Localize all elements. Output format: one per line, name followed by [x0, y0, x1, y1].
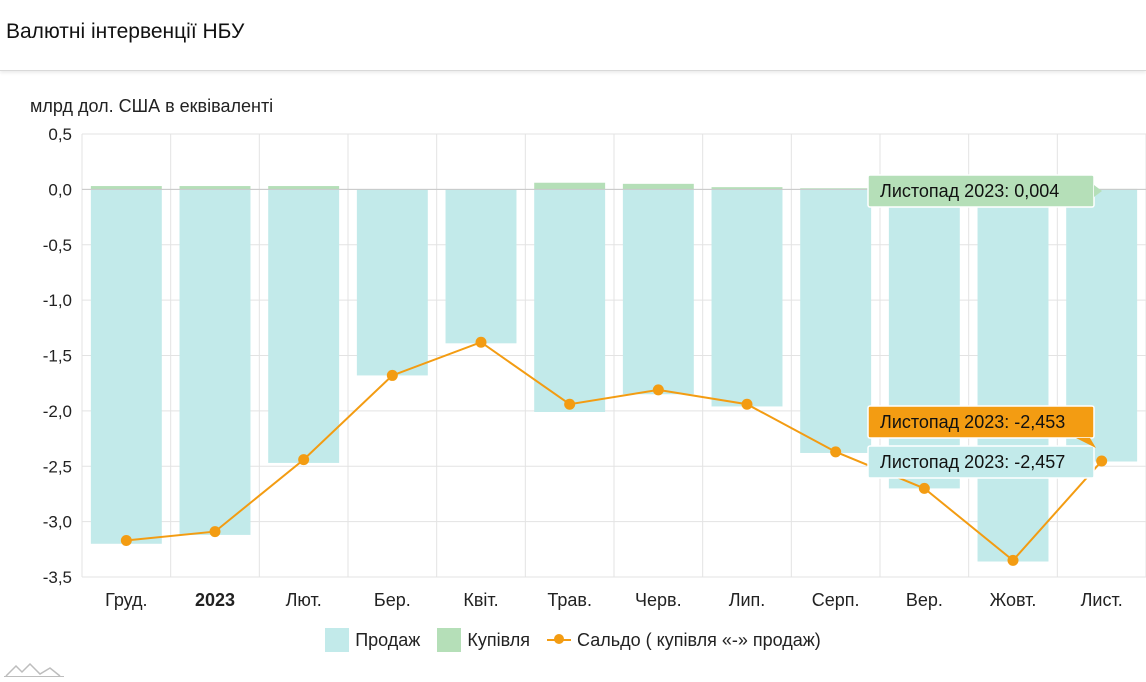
bar-purchases: [179, 186, 251, 190]
balance-point: [652, 384, 664, 396]
legend-item-sales[interactable]: Продаж: [325, 628, 420, 652]
tooltip-text: Листопад 2023: -2,453: [880, 412, 1065, 432]
balance-point: [475, 336, 487, 348]
balance-point: [209, 526, 221, 538]
balance-line: [126, 341, 1103, 562]
legend-label-balance: Сальдо ( купівля «-» продаж): [577, 629, 821, 650]
y-tick-label: 0,5: [48, 125, 72, 144]
legend-item-purchases[interactable]: Купівля: [437, 628, 530, 652]
bar-sales: [356, 189, 428, 376]
x-tick-label: Трав.: [547, 590, 592, 610]
legend-swatch-sales: [325, 628, 350, 652]
y-tick-label: -2,0: [43, 402, 72, 421]
legend-swatch-balance: [547, 628, 572, 652]
header-bar: Валютні інтервенції НБУ: [0, 0, 1146, 71]
legend-swatch-purchases: [437, 628, 462, 652]
y-tick-label: 0,0: [48, 180, 72, 199]
tooltip-box: [867, 445, 1095, 479]
bar-purchases: [711, 187, 783, 190]
balance-point: [830, 446, 842, 458]
y-axis-unit-label: млрд дол. США в еквіваленті: [30, 96, 274, 116]
x-tick-label: Груд.: [105, 590, 147, 610]
balance-point: [1007, 554, 1019, 566]
legend-label-purchases: Купівля: [467, 629, 530, 650]
bar-purchases: [800, 188, 872, 190]
tooltip-pointer: [1094, 185, 1102, 197]
x-tick-label: Лип.: [729, 590, 766, 610]
x-tick-label: Черв.: [635, 590, 682, 610]
balance-point: [1096, 455, 1108, 467]
y-tick-label: -3,0: [43, 513, 72, 532]
balance-point: [298, 454, 310, 466]
balance-point: [741, 398, 753, 410]
x-tick-label: Жовт.: [990, 590, 1037, 610]
x-tick-label: Серп.: [812, 590, 860, 610]
y-tick-label: -1,5: [43, 347, 72, 366]
balance-point: [918, 482, 930, 494]
tooltip-text: Листопад 2023: 0,004: [880, 181, 1059, 201]
bar-purchases: [622, 183, 694, 190]
y-tick-label: -0,5: [43, 236, 72, 255]
legend-label-sales: Продаж: [355, 629, 421, 650]
bar-sales: [711, 189, 783, 407]
bar-sales: [888, 189, 960, 489]
x-tick-label: Лют.: [286, 590, 322, 610]
bar-purchases: [268, 186, 340, 190]
page-title: Валютні інтервенції НБУ: [6, 20, 245, 43]
y-tick-label: -3,5: [43, 568, 72, 587]
tooltip-box: [867, 405, 1095, 439]
balance-point: [564, 398, 576, 410]
y-tick-label: -1,0: [43, 291, 72, 310]
bar-sales: [977, 189, 1049, 562]
bar-sales: [534, 189, 606, 412]
bar-purchases: [90, 186, 162, 190]
x-tick-label: 2023: [195, 590, 235, 610]
bar-sales: [268, 189, 340, 463]
x-tick-label: Вер.: [906, 590, 943, 610]
bar-purchases: [534, 182, 606, 190]
x-tick-label: Лист.: [1081, 590, 1123, 610]
bar-sales: [179, 189, 251, 535]
tooltip-text: Листопад 2023: -2,457: [880, 452, 1065, 472]
x-tick-label: Бер.: [374, 590, 411, 610]
x-tick-label: Квіт.: [463, 590, 498, 610]
tooltip-pointer: [1076, 438, 1096, 448]
bar-sales: [622, 189, 694, 395]
balance-point: [120, 534, 132, 546]
y-tick-label: -2,5: [43, 457, 72, 476]
bar-sales: [90, 189, 162, 544]
bar-sales: [445, 189, 517, 344]
logo-icon: [4, 662, 64, 677]
bar-sales: [800, 189, 872, 453]
balance-point: [386, 369, 398, 381]
chart-legend: Продаж Купівля Сальдо ( купівля «-» прод…: [0, 628, 1146, 657]
legend-item-balance[interactable]: Сальдо ( купівля «-» продаж): [547, 628, 821, 652]
